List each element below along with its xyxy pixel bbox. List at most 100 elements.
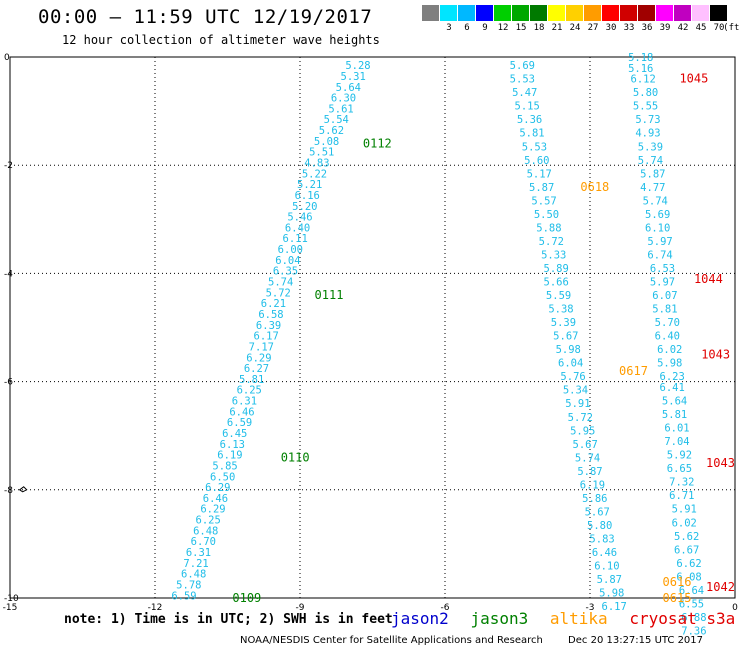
color-swatch-label: 70 — [713, 23, 725, 33]
wave-height-point: 5.81 — [239, 374, 264, 386]
plot-frame — [9, 56, 736, 599]
color-swatch-label: 30 — [605, 23, 617, 33]
footer: NOAA/NESDIS Center for Satellite Applica… — [240, 635, 703, 646]
wave-height-point: 6.40 — [655, 331, 680, 343]
wave-height-point: 5.69 — [645, 209, 670, 221]
wave-height-point: 5.80 — [587, 520, 612, 532]
wave-height-point: 5.98 — [599, 588, 624, 600]
wave-height-point: 5.62 — [674, 531, 699, 543]
wave-height-point: 6.04 — [558, 358, 583, 370]
x-tick-label: -12 — [148, 603, 163, 613]
legend-altika: altika — [549, 609, 608, 628]
wave-height-point: 6.29 — [200, 504, 225, 516]
color-swatch-label: 45 — [695, 23, 707, 33]
wave-height-point: 6.65 — [667, 463, 692, 475]
wave-height-point: 6.10 — [594, 561, 619, 573]
color-swatch-label: 36 — [641, 23, 653, 33]
wave-height-point: 5.67 — [573, 439, 598, 451]
color-swatch — [602, 5, 619, 21]
pass-time-label: 0110 — [281, 450, 310, 464]
wave-height-point: 5.57 — [531, 195, 556, 207]
wave-height-point: 6.41 — [660, 382, 685, 394]
wave-height-point: 5.50 — [534, 209, 559, 221]
wave-height-point: 5.53 — [510, 74, 535, 86]
color-swatch-label: 27 — [587, 23, 599, 33]
wave-height-point: 5.83 — [589, 533, 614, 545]
wave-height-point: 5.70 — [655, 317, 680, 329]
color-swatch — [674, 5, 691, 21]
station-marker-icon — [18, 486, 28, 493]
wave-height-point: 5.46 — [287, 212, 312, 224]
wave-height-point: 4.93 — [635, 128, 660, 140]
wave-height-point: 6.07 — [652, 290, 677, 302]
wave-height-point: 6.58 — [258, 309, 283, 321]
pass-time-label: 1042 — [706, 580, 735, 594]
wave-height-point: 6.04 — [275, 255, 300, 267]
chart-title: 00:00 – 11:59 UTC 12/19/2017 — [38, 6, 373, 28]
wave-height-point: 6.16 — [295, 190, 320, 202]
wave-height-point: 6.00 — [278, 244, 303, 256]
wave-height-point: 5.95 — [570, 425, 595, 437]
color-swatch — [494, 5, 511, 21]
wave-height-point: 5.88 — [536, 222, 561, 234]
wave-height-point: 5.81 — [662, 409, 687, 421]
y-tick-label: -2 — [4, 161, 13, 171]
color-swatch-label: 6 — [464, 23, 470, 33]
wave-height-point: 4.77 — [640, 182, 665, 194]
wave-height-point: 5.33 — [541, 249, 566, 261]
wave-height-point: 5.74 — [643, 195, 668, 207]
legend-cryosat: cryosat s3a — [629, 609, 736, 628]
color-swatch — [440, 5, 457, 21]
wave-height-point: 5.64 — [336, 82, 361, 94]
color-swatch — [638, 5, 655, 21]
wave-height-point: 6.30 — [331, 93, 356, 105]
wave-height-point: 6.48 — [193, 525, 218, 537]
color-swatch-label: 24 — [569, 23, 581, 33]
color-swatch-label: 9 — [482, 23, 488, 33]
wave-height-point: 6.88 — [681, 612, 706, 624]
wave-height-point: 6.17 — [254, 331, 279, 343]
wave-height-point: 6.46 — [203, 493, 228, 505]
wave-height-point: 6.29 — [205, 482, 230, 494]
legend-jason2: jason2 — [391, 609, 449, 628]
wave-height-point: 5.72 — [266, 287, 291, 299]
wave-height-point: 6.71 — [669, 490, 694, 502]
wave-height-point: 7.36 — [681, 625, 706, 637]
color-swatch — [512, 5, 529, 21]
wave-height-point: 6.12 — [631, 74, 656, 86]
wave-height-point: 5.74 — [268, 277, 293, 289]
color-swatch-label: 12 — [497, 23, 509, 33]
wave-height-point: 4.83 — [304, 157, 329, 169]
color-swatch — [710, 5, 727, 21]
color-swatch-label: 39 — [659, 23, 671, 33]
wave-height-point: 5.61 — [328, 103, 353, 115]
wave-height-point: 6.46 — [592, 547, 617, 559]
wave-height-point: 6.40 — [285, 222, 310, 234]
x-tick-label: -9 — [296, 603, 305, 613]
wave-height-point: 5.39 — [638, 141, 663, 153]
color-swatch — [476, 5, 493, 21]
color-swatch — [458, 5, 475, 21]
wave-height-point: 6.19 — [217, 450, 242, 462]
wave-height-point: 6.11 — [283, 233, 308, 245]
wave-height-point: 5.39 — [551, 317, 576, 329]
wave-height-point: 6.67 — [674, 544, 699, 556]
color-swatch — [692, 5, 709, 21]
wave-height-point: 5.31 — [341, 71, 366, 83]
wave-height-point: 5.62 — [319, 125, 344, 137]
wave-height-point: 5.69 — [510, 60, 535, 72]
wave-height-point: 6.59 — [171, 590, 196, 602]
color-swatch — [656, 5, 673, 21]
color-swatch-label: 42 — [677, 23, 689, 33]
x-tick-label: -15 — [3, 603, 18, 613]
wave-height-point: 5.66 — [544, 277, 569, 289]
wave-height-point: 5.98 — [657, 358, 682, 370]
wave-height-point: 6.74 — [647, 249, 672, 261]
chart-subtitle: 12 hour collection of altimeter wave hei… — [62, 33, 380, 47]
wave-height-point: 5.59 — [546, 290, 571, 302]
y-tick-label: -10 — [4, 594, 19, 604]
wave-height-point: 6.62 — [676, 558, 701, 570]
color-swatch — [422, 5, 439, 21]
wave-height-point: 5.87 — [597, 574, 622, 586]
x-tick-label: 0 — [732, 603, 738, 613]
